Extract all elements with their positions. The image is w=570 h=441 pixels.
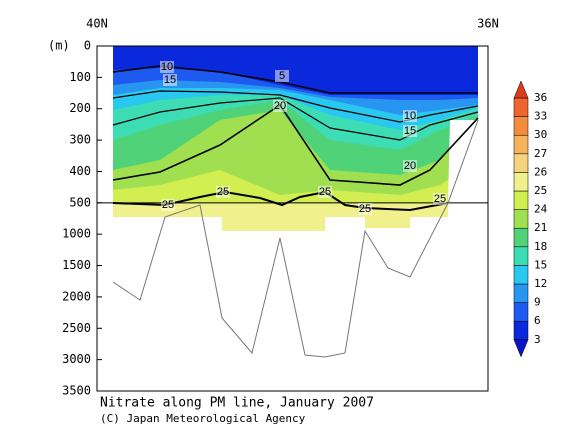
contour-label: 15	[404, 125, 416, 137]
colorbar-over	[513, 80, 529, 99]
label-bg	[358, 203, 372, 215]
colorbar-label: 3	[534, 333, 541, 346]
contour-label: 25	[162, 199, 174, 211]
label-bg	[160, 61, 174, 73]
colorbar-cell	[513, 283, 529, 303]
colorbar-label: 15	[534, 258, 547, 271]
contour-label: 5	[279, 70, 285, 82]
contour-label: 20	[274, 100, 286, 112]
label-bg	[216, 186, 230, 198]
colorbar-cell	[513, 153, 529, 173]
colorbar-cell	[513, 265, 529, 285]
colorbar-cell	[513, 227, 529, 248]
y-tick-label: 3500	[62, 384, 91, 398]
contour-label: 25	[217, 186, 229, 198]
label-bg	[433, 193, 447, 205]
y-tick-label: 2500	[62, 321, 91, 335]
y-tick-label: 1500	[62, 258, 91, 272]
y-unit: (m)	[48, 39, 70, 53]
colorbar-label: 21	[534, 221, 547, 234]
colorbar-cell	[513, 134, 529, 155]
contour-label: 20	[404, 160, 416, 172]
colorbar-label: 9	[534, 296, 541, 309]
bottom-topography	[112, 119, 479, 358]
colorbar-cell	[513, 302, 529, 322]
y-tick-label: 0	[84, 39, 91, 53]
label-bg	[273, 100, 287, 112]
contour-label: 10	[161, 61, 173, 73]
y-tick-label: 400	[69, 164, 91, 178]
credit: (C) Japan Meteorological Agency	[100, 412, 306, 425]
x-right-label: 36N	[477, 17, 499, 31]
colorbar-cell	[513, 97, 529, 117]
label-bg	[403, 125, 417, 137]
colorbar-cell	[513, 190, 529, 210]
label-bg	[318, 186, 332, 198]
frame	[96, 45, 489, 392]
y-tick-label: 1000	[62, 227, 91, 241]
label-bg	[275, 70, 289, 82]
label-bg	[403, 110, 417, 122]
colorbar-label: 24	[534, 203, 548, 216]
field-band	[113, 46, 478, 95]
contour-line	[112, 65, 478, 94]
contour-label: 10	[404, 110, 416, 122]
contour-line	[112, 190, 449, 212]
colorbar-cell	[513, 116, 529, 136]
y-tick-label: 3000	[62, 352, 91, 366]
colorbar-label: 36	[534, 91, 547, 104]
colorbar-label: 30	[534, 128, 547, 141]
label-bg	[163, 74, 177, 86]
contour-label: 25	[319, 186, 331, 198]
y-tick-label: 100	[69, 70, 91, 84]
contour-line	[112, 103, 479, 186]
contour-label: 15	[164, 74, 176, 86]
y-tick-label: 200	[69, 101, 91, 115]
colorbar-label: 33	[534, 110, 547, 123]
colorbar-under	[513, 339, 529, 358]
y-tick-label: 300	[69, 133, 91, 147]
no-data	[448, 120, 488, 391]
colorbar-cell	[513, 172, 529, 192]
contour-line	[112, 97, 479, 141]
colorbar-label: 18	[534, 240, 547, 253]
chart-title: Nitrate along PM line, January 2007	[100, 396, 374, 411]
colorbar-label: 25	[534, 184, 547, 197]
colorbar-cell	[513, 320, 529, 341]
x-left-label: 40N	[86, 17, 108, 31]
colorbar-label: 6	[534, 314, 541, 327]
contour-label: 25	[359, 203, 371, 215]
label-bg	[403, 160, 417, 172]
colorbar-label: 12	[534, 277, 547, 290]
colorbar-cell	[513, 209, 529, 229]
label-bg	[161, 199, 175, 211]
contour-line	[112, 90, 479, 123]
colorbar-cell	[513, 246, 529, 266]
y-tick-label: 2000	[62, 289, 91, 303]
colorbar-label: 27	[534, 147, 547, 160]
colorbar-label: 26	[534, 165, 547, 178]
contour-label: 25	[434, 193, 446, 205]
y-tick-label: 500	[69, 195, 91, 209]
